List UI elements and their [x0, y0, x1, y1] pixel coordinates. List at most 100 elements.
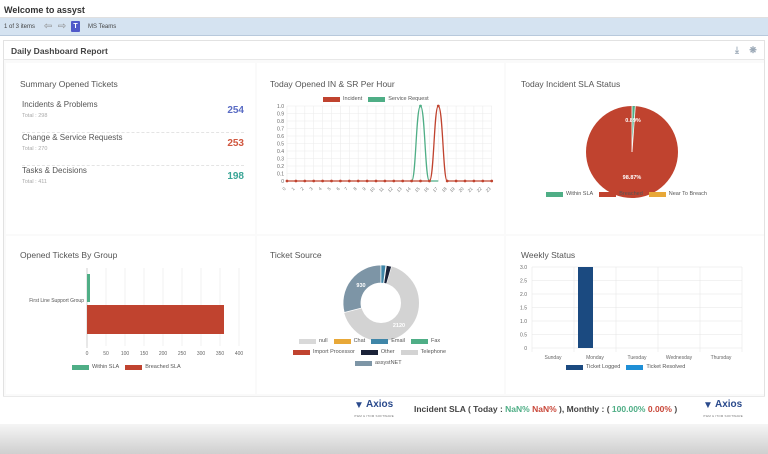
legend-email[interactable]: Email: [371, 338, 405, 344]
legend-incident[interactable]: Incident: [323, 96, 362, 102]
svg-text:2.5: 2.5: [520, 279, 527, 285]
summary-row-label: Incidents & Problems: [22, 100, 98, 109]
legend-breached-sla[interactable]: Breached SLA: [125, 364, 181, 370]
group-legend: Within SLA Breached SLA: [72, 364, 187, 370]
legend-breached[interactable]: Breached: [599, 191, 643, 197]
sla-footer: ▼ Axios ITEM & ITOM SOFTWARE Incident SL…: [3, 396, 765, 424]
source-legend-row3: assystNET: [355, 360, 408, 366]
svg-text:0.5: 0.5: [520, 333, 527, 339]
summary-row-value: 254: [227, 105, 244, 116]
summary-row-total: Total : 411: [22, 179, 47, 185]
svg-text:400: 400: [235, 351, 244, 357]
group-bar-chart: First Line Support Group 0 50 100 150 200 250…: [29, 268, 244, 357]
svg-text:14: 14: [405, 186, 412, 193]
legend-assystnet[interactable]: assystNET: [355, 360, 402, 366]
summary-row-tasks[interactable]: Tasks & Decisions Total : 411 198: [22, 166, 244, 199]
svg-text:Monday: Monday: [586, 355, 604, 361]
incident-sla-summary: Incident SLA ( Today : NaN% NaN% ), Mont…: [414, 404, 678, 414]
svg-text:0.9: 0.9: [277, 112, 284, 118]
svg-text:0.1: 0.1: [277, 172, 284, 178]
legend-telephone[interactable]: Telephone: [400, 349, 446, 355]
svg-text:20: 20: [458, 186, 465, 193]
weekly-legend: Ticket Logged Ticket Resolved: [566, 364, 691, 370]
sla-pie-title: Today Incident SLA Status: [521, 79, 621, 89]
legend-chat[interactable]: Chat: [333, 338, 365, 344]
svg-text:First Line Support Group: First Line Support Group: [29, 298, 84, 304]
dashboard-header: Daily Dashboard Report ⤓ ❋: [3, 40, 765, 60]
svg-text:100: 100: [121, 351, 130, 357]
source-legend-row1: null Chat Email Fax: [299, 338, 446, 344]
summary-row-label: Tasks & Decisions: [22, 166, 87, 175]
svg-text:0: 0: [281, 186, 287, 192]
arrow-right-icon[interactable]: ⇨: [57, 21, 67, 32]
svg-text:10: 10: [369, 186, 376, 193]
today-breached-sla: NaN%: [532, 404, 557, 414]
hourly-chart-title: Today Opened IN & SR Per Hour: [270, 79, 395, 89]
weekly-bar-chart: 3.0 2.5 2.0 1.5 1.0 0.5 0 Sunday Monday Tuesday W…: [520, 265, 743, 361]
monthly-breached-sla: 0.00%: [647, 404, 672, 414]
sla-legend: Within SLA Breached Near To Breach: [546, 191, 713, 197]
axios-logo-icon: ▼: [354, 400, 364, 411]
hourly-chart-card: Today Opened IN & SR Per Hour Incident S…: [257, 63, 504, 234]
group-chart-card: Opened Tickets By Group First Line Suppo…: [6, 236, 255, 394]
legend-near-to-breach[interactable]: Near To Breach: [648, 191, 707, 197]
svg-text:4: 4: [317, 186, 323, 192]
svg-text:2120: 2120: [393, 323, 405, 329]
legend-ticket-resolved[interactable]: Ticket Resolved: [626, 364, 685, 370]
svg-text:6: 6: [335, 186, 341, 192]
svg-text:98.87%: 98.87%: [623, 175, 642, 181]
svg-text:12: 12: [387, 186, 394, 193]
svg-text:1.0: 1.0: [520, 319, 527, 325]
weekly-chart-title: Weekly Status: [521, 250, 576, 260]
download-icon[interactable]: ⤓: [735, 44, 739, 55]
legend-null[interactable]: null: [299, 338, 328, 344]
summary-row-value: 253: [227, 138, 244, 149]
item-count: 1 of 3 items: [4, 23, 36, 30]
group-chart-title: Opened Tickets By Group: [20, 250, 118, 260]
svg-text:17: 17: [432, 186, 439, 193]
summary-card: Summary Opened Tickets Incidents & Probl…: [6, 63, 255, 234]
svg-text:23: 23: [485, 186, 492, 193]
svg-text:0.89%: 0.89%: [625, 118, 641, 124]
svg-text:0.6: 0.6: [277, 134, 284, 140]
sla-pie-card: Today Incident SLA Status 0.89% 98.87% W…: [506, 63, 764, 234]
arrow-left-icon[interactable]: ⇦: [43, 21, 53, 32]
summary-row-total: Total : 270: [22, 146, 48, 152]
monthly-within-sla: 100.00%: [611, 404, 646, 414]
axios-logo-left: ▼ Axios ITEM & ITOM SOFTWARE: [354, 399, 394, 418]
weekly-chart-card: Weekly Status 3.0 2.5 2.0 1.5 1.0 0.5 0 Sunday…: [506, 236, 764, 394]
svg-text:22: 22: [476, 186, 483, 193]
svg-text:Tuesday: Tuesday: [628, 355, 647, 361]
window-title: Welcome to assyst: [0, 0, 768, 18]
svg-text:0.2: 0.2: [277, 164, 284, 170]
settings-icon[interactable]: ❋: [749, 44, 757, 55]
svg-text:8: 8: [352, 186, 358, 192]
legend-import-processor[interactable]: Import Processor: [293, 349, 355, 355]
legend-service-request[interactable]: Service Request: [368, 96, 429, 102]
svg-text:350: 350: [216, 351, 225, 357]
svg-text:200: 200: [159, 351, 168, 357]
hourly-legend: Incident Service Request: [323, 96, 435, 102]
summary-row-incidents[interactable]: Incidents & Problems Total : 298 254: [22, 100, 244, 133]
legend-ticket-logged[interactable]: Ticket Logged: [566, 364, 620, 370]
svg-text:1.0: 1.0: [277, 104, 284, 110]
page-title: Daily Dashboard Report: [11, 46, 108, 56]
svg-text:19: 19: [449, 186, 456, 193]
ms-teams-label[interactable]: MS Teams: [88, 23, 117, 30]
summary-row-changes[interactable]: Change & Service Requests Total : 270 25…: [22, 133, 244, 166]
dashboard-panels: Summary Opened Tickets Incidents & Probl…: [3, 60, 765, 396]
legend-fax[interactable]: Fax: [410, 338, 440, 344]
legend-within-sla[interactable]: Within SLA: [546, 191, 593, 197]
svg-text:250: 250: [178, 351, 187, 357]
ms-teams-icon[interactable]: T: [71, 21, 81, 32]
svg-text:0: 0: [281, 179, 284, 185]
svg-text:50: 50: [103, 351, 109, 357]
svg-text:5: 5: [326, 186, 332, 192]
legend-other[interactable]: Other: [360, 349, 395, 355]
summary-row-total: Total : 298: [22, 113, 48, 119]
bottom-shadow: [0, 424, 768, 454]
svg-text:3.0: 3.0: [520, 265, 527, 271]
svg-text:18: 18: [441, 186, 448, 193]
legend-within-sla[interactable]: Within SLA: [72, 364, 119, 370]
